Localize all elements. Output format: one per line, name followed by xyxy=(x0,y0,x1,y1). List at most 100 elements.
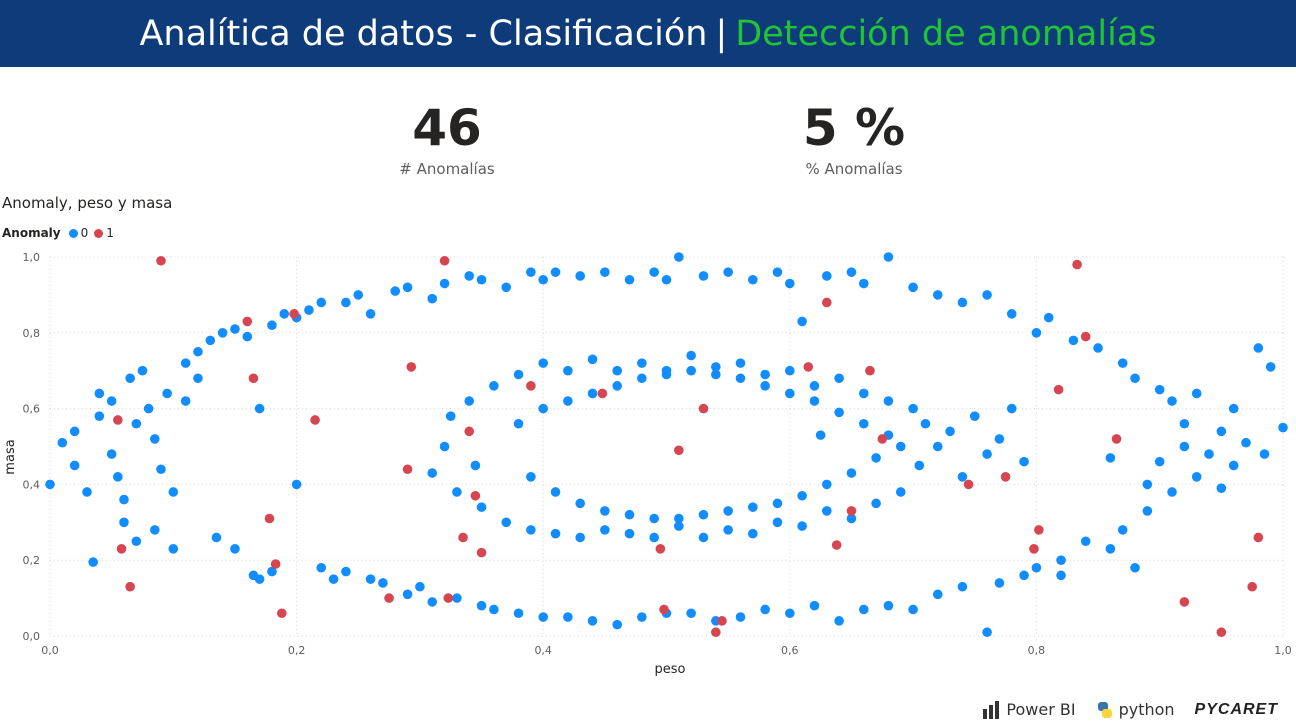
data-point-anomaly-0[interactable] xyxy=(94,388,105,399)
data-point-anomaly-0[interactable] xyxy=(809,600,820,611)
data-point-anomaly-0[interactable] xyxy=(1278,422,1288,433)
data-point-anomaly-0[interactable] xyxy=(526,472,536,482)
data-point-anomaly-0[interactable] xyxy=(575,271,585,281)
data-point-anomaly-0[interactable] xyxy=(698,532,709,543)
data-point-anomaly-0[interactable] xyxy=(180,358,191,368)
data-point-anomaly-0[interactable] xyxy=(82,487,92,497)
data-point-anomaly-0[interactable] xyxy=(883,396,894,406)
data-point-anomaly-0[interactable] xyxy=(131,418,142,429)
data-point-anomaly-0[interactable] xyxy=(932,441,943,452)
data-point-anomaly-0[interactable] xyxy=(464,396,475,406)
data-point-anomaly-0[interactable] xyxy=(538,612,548,622)
data-point-anomaly-1[interactable] xyxy=(526,381,536,391)
data-point-anomaly-0[interactable] xyxy=(785,608,795,619)
data-point-anomaly-0[interactable] xyxy=(328,574,339,584)
data-point-anomaly-1[interactable] xyxy=(674,445,684,456)
data-point-anomaly-1[interactable] xyxy=(156,255,166,266)
data-point-anomaly-0[interactable] xyxy=(205,335,216,346)
data-point-anomaly-0[interactable] xyxy=(150,525,160,535)
data-point-anomaly-0[interactable] xyxy=(1265,362,1276,372)
legend-item-0[interactable]: 0 xyxy=(68,226,88,240)
data-point-anomaly-0[interactable] xyxy=(748,528,758,539)
data-point-anomaly-0[interactable] xyxy=(230,324,240,334)
data-point-anomaly-0[interactable] xyxy=(760,369,770,380)
data-point-anomaly-0[interactable] xyxy=(476,502,487,512)
data-point-anomaly-0[interactable] xyxy=(1241,437,1251,448)
data-point-anomaly-1[interactable] xyxy=(310,415,320,425)
data-point-anomaly-1[interactable] xyxy=(1179,597,1190,607)
data-point-anomaly-0[interactable] xyxy=(211,532,222,543)
data-point-anomaly-1[interactable] xyxy=(846,506,857,516)
data-point-anomaly-0[interactable] xyxy=(538,403,548,414)
data-point-anomaly-0[interactable] xyxy=(291,479,302,490)
data-point-anomaly-0[interactable] xyxy=(69,426,80,437)
data-point-anomaly-0[interactable] xyxy=(834,373,844,384)
data-point-anomaly-1[interactable] xyxy=(1111,434,1122,444)
data-point-anomaly-0[interactable] xyxy=(895,441,906,452)
data-point-anomaly-0[interactable] xyxy=(624,528,635,539)
data-point-anomaly-0[interactable] xyxy=(815,430,826,440)
data-point-anomaly-1[interactable] xyxy=(717,616,727,626)
data-point-anomaly-0[interactable] xyxy=(735,373,746,384)
data-point-anomaly-1[interactable] xyxy=(865,365,875,376)
data-point-anomaly-0[interactable] xyxy=(698,509,709,520)
data-point-anomaly-0[interactable] xyxy=(1031,562,1042,573)
data-point-anomaly-0[interactable] xyxy=(809,381,820,391)
data-point-anomaly-0[interactable] xyxy=(1154,456,1165,467)
data-point-anomaly-0[interactable] xyxy=(760,604,770,615)
data-point-anomaly-1[interactable] xyxy=(277,608,287,619)
data-point-anomaly-0[interactable] xyxy=(550,487,561,497)
data-point-anomaly-0[interactable] xyxy=(994,434,1005,444)
data-point-anomaly-0[interactable] xyxy=(760,381,770,391)
data-point-anomaly-0[interactable] xyxy=(785,365,795,376)
data-point-anomaly-1[interactable] xyxy=(464,426,475,437)
data-point-anomaly-0[interactable] xyxy=(1019,456,1029,467)
data-point-anomaly-0[interactable] xyxy=(1043,312,1054,323)
data-point-anomaly-0[interactable] xyxy=(686,365,696,376)
data-point-anomaly-0[interactable] xyxy=(1179,418,1190,429)
data-point-anomaly-0[interactable] xyxy=(57,437,68,448)
data-point-anomaly-0[interactable] xyxy=(698,271,709,281)
data-point-anomaly-0[interactable] xyxy=(106,396,117,406)
data-point-anomaly-0[interactable] xyxy=(1019,570,1029,581)
data-point-anomaly-0[interactable] xyxy=(143,403,154,414)
data-point-anomaly-0[interactable] xyxy=(501,282,512,293)
data-point-anomaly-1[interactable] xyxy=(270,559,281,569)
data-point-anomaly-0[interactable] xyxy=(587,388,598,399)
legend-item-1[interactable]: 1 xyxy=(94,226,114,240)
data-point-anomaly-0[interactable] xyxy=(1006,309,1017,319)
data-point-anomaly-0[interactable] xyxy=(908,403,918,414)
data-point-anomaly-1[interactable] xyxy=(831,540,842,550)
data-point-anomaly-0[interactable] xyxy=(1167,487,1177,497)
data-point-anomaly-0[interactable] xyxy=(106,449,117,459)
data-point-anomaly-0[interactable] xyxy=(871,453,881,463)
data-point-anomaly-0[interactable] xyxy=(735,612,746,622)
data-point-anomaly-0[interactable] xyxy=(119,517,129,528)
data-point-anomaly-1[interactable] xyxy=(443,593,454,603)
data-point-anomaly-0[interactable] xyxy=(513,418,524,429)
data-point-anomaly-0[interactable] xyxy=(1105,544,1116,554)
data-point-anomaly-0[interactable] xyxy=(1259,449,1270,459)
data-point-anomaly-0[interactable] xyxy=(846,513,857,524)
data-point-anomaly-0[interactable] xyxy=(1179,441,1190,452)
data-point-anomaly-0[interactable] xyxy=(254,403,265,414)
data-point-anomaly-1[interactable] xyxy=(470,490,481,501)
data-point-anomaly-0[interactable] xyxy=(452,593,462,603)
data-point-anomaly-1[interactable] xyxy=(242,316,253,327)
data-point-anomaly-0[interactable] xyxy=(587,616,598,626)
data-point-anomaly-0[interactable] xyxy=(932,589,943,600)
data-point-anomaly-0[interactable] xyxy=(45,479,55,490)
data-point-anomaly-0[interactable] xyxy=(445,411,456,421)
data-point-anomaly-0[interactable] xyxy=(563,365,573,376)
data-point-anomaly-0[interactable] xyxy=(748,274,758,285)
data-point-anomaly-1[interactable] xyxy=(698,403,709,414)
data-point-anomaly-0[interactable] xyxy=(723,506,733,516)
data-point-anomaly-0[interactable] xyxy=(945,426,955,437)
data-point-anomaly-0[interactable] xyxy=(920,418,931,429)
data-point-anomaly-0[interactable] xyxy=(119,494,129,505)
data-point-anomaly-0[interactable] xyxy=(612,381,622,391)
data-point-anomaly-0[interactable] xyxy=(797,490,807,501)
data-point-anomaly-0[interactable] xyxy=(365,309,376,319)
data-point-anomaly-0[interactable] xyxy=(137,365,148,376)
data-point-anomaly-0[interactable] xyxy=(538,358,548,368)
